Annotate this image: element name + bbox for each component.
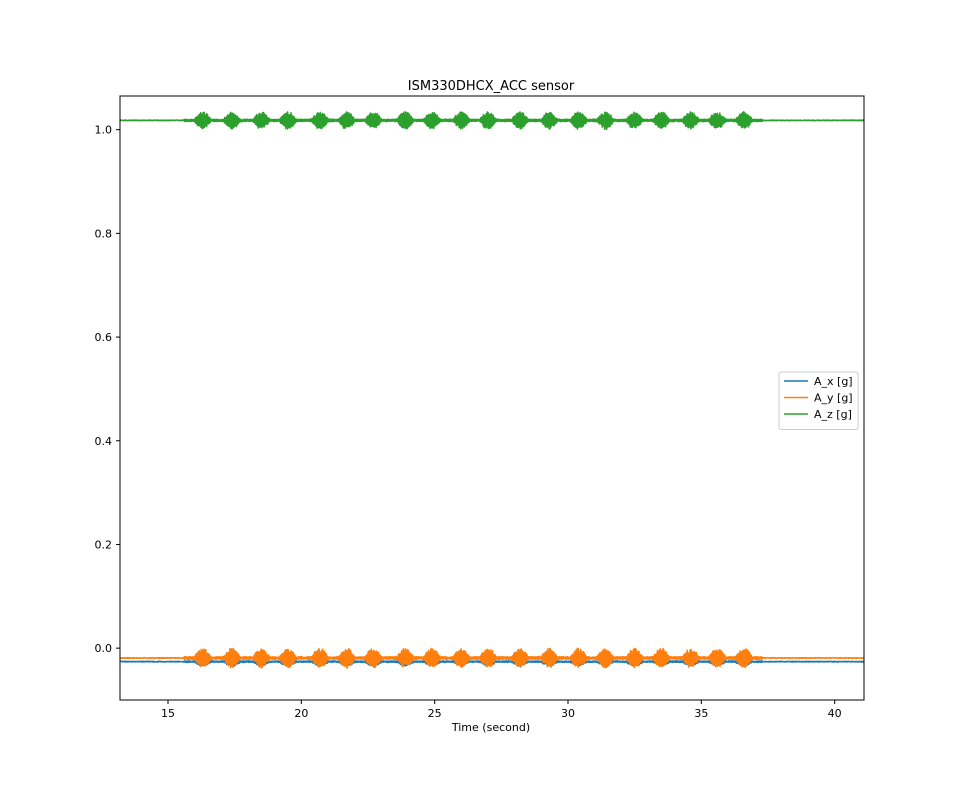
legend-label: A_x [g] xyxy=(814,375,853,388)
x-tick-label: 25 xyxy=(428,707,442,720)
legend-box xyxy=(778,371,859,430)
y-tick-label: 0.8 xyxy=(95,227,113,240)
series-line xyxy=(119,111,865,130)
y-axis: 0.0 0.2 0.4 0.6 0.8 1.0 xyxy=(95,124,120,655)
y-tick-label: 1.0 xyxy=(95,124,113,137)
plot-frame xyxy=(119,95,865,701)
chart-title: ISM330DHCX_ACC sensor xyxy=(408,79,575,94)
x-tick-label: 40 xyxy=(828,707,842,720)
y-tick-label: 0.0 xyxy=(95,642,113,655)
legend-label: A_y [g] xyxy=(814,392,853,405)
legend: A_x [g] A_y [g] A_z [g] xyxy=(778,371,859,430)
x-tick-label: 20 xyxy=(294,707,308,720)
y-tick-label: 0.6 xyxy=(95,331,113,344)
series-layer xyxy=(119,111,865,669)
x-axis-label: Time (second) xyxy=(451,721,530,734)
y-tick-label: 0.4 xyxy=(95,435,113,448)
x-tick-label: 35 xyxy=(694,707,708,720)
y-tick-label: 0.2 xyxy=(95,538,113,551)
x-axis: 15 20 25 30 35 40 xyxy=(161,700,842,720)
x-tick-label: 30 xyxy=(561,707,575,720)
series-line xyxy=(119,647,865,669)
x-tick-label: 15 xyxy=(161,707,175,720)
legend-label: A_z [g] xyxy=(814,408,852,421)
